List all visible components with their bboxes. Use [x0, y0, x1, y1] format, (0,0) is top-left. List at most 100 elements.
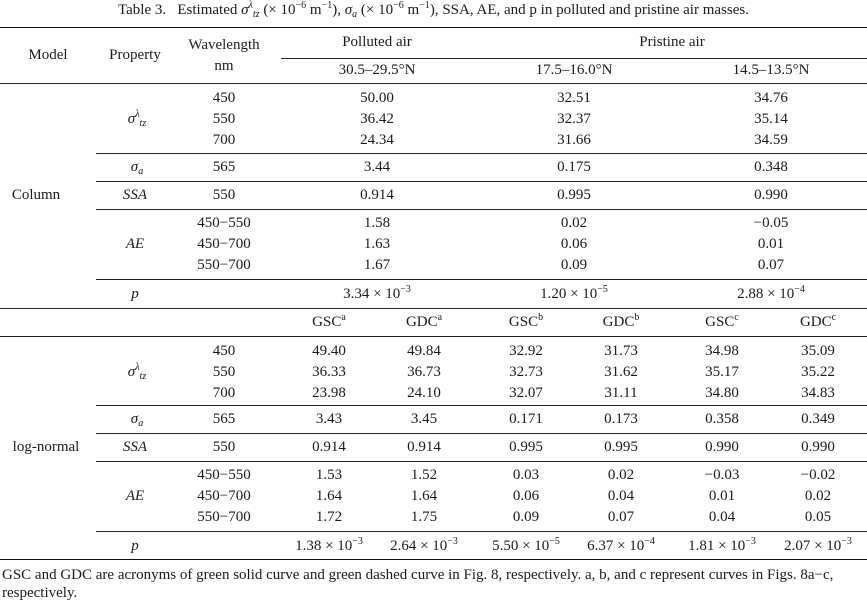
ln-ae-val: 0.02 [804, 488, 832, 504]
caption-sigma-tz: σλtz [241, 0, 260, 20]
rule-col-end [0, 308, 867, 309]
rule-header-bottom [0, 83, 867, 84]
col-ae-val: −0.05 [753, 215, 789, 231]
sub-header-gsc: GSCa [312, 312, 346, 331]
header-lat-3: 14.5–13.5°N [732, 62, 810, 78]
caption-text-pre: Estimated [177, 2, 238, 18]
ln-ae-val: 1.64 [315, 488, 343, 504]
rule-pristine [477, 58, 867, 59]
col-sigma-val: 50.00 [360, 90, 394, 106]
header-pristine: Pristine air [639, 34, 705, 50]
ln-ae-val: 1.53 [315, 467, 343, 483]
ln-sigma-val: 49.84 [407, 343, 441, 359]
sub-header-gsc: GSCb [508, 312, 544, 331]
ln-sigma-val: 36.33 [312, 364, 346, 380]
sub-header-gdc: GDCa [405, 312, 443, 331]
col-ssa-val: 0.914 [360, 187, 394, 203]
ln-ssa-val: 0.995 [509, 439, 543, 455]
ln-ssa-symbol: SSA [122, 439, 148, 455]
col-ae-val: 1.58 [363, 215, 391, 231]
header-model: Model [28, 47, 68, 63]
ln-ae-val: 1.52 [410, 467, 438, 483]
rule-ln-4 [96, 531, 867, 532]
ln-ae-val: 0.07 [607, 509, 635, 525]
ln-sigma-val: 35.17 [705, 364, 739, 380]
header-wavelength: Wavelength [188, 37, 260, 53]
col-sa-val: 0.175 [557, 159, 591, 175]
col-sa-val: 3.44 [363, 159, 391, 175]
col-p-symbol: p [131, 286, 139, 302]
ln-sigma-val: 34.80 [705, 385, 739, 401]
ln-p-val: 1.38 × 10−3 [295, 536, 363, 555]
ln-ae-val: 1.64 [410, 488, 438, 504]
model-lognormal: log-normal [12, 439, 80, 455]
rule-col-1 [96, 153, 867, 154]
col-ae-val: 1.63 [363, 236, 391, 252]
rule-ln-2 [96, 433, 867, 434]
col-sigma-val: 32.51 [557, 90, 591, 106]
col-sigma-wl-1: 450 [212, 90, 236, 106]
col-sigma-wl-3: 700 [212, 132, 236, 148]
ln-sigma-tz-symbol: σλtz [127, 362, 147, 382]
ln-sigma-val: 31.11 [604, 385, 638, 401]
ln-sigma-wl-3: 700 [212, 385, 236, 401]
col-ae-wl-3: 550−700 [197, 257, 251, 273]
ln-ssa-val: 0.914 [312, 439, 346, 455]
sub-header-gdc: GDCc [799, 312, 837, 331]
header-polluted: Polluted air [342, 34, 412, 50]
rule-top [0, 27, 867, 28]
ln-sa-val: 0.349 [801, 411, 835, 427]
ln-sigma-val: 49.40 [312, 343, 346, 359]
col-sigma-val: 35.14 [754, 111, 788, 127]
ln-ae-wl-3: 550−700 [197, 509, 251, 525]
ln-sa-val: 3.45 [410, 411, 438, 427]
ln-ae-val: 0.04 [708, 509, 736, 525]
col-p-val: 1.20 × 10−5 [540, 284, 608, 303]
col-ssa-symbol: SSA [122, 187, 148, 203]
ln-p-val: 2.07 × 10−3 [784, 536, 852, 555]
rule-sub-header [0, 336, 867, 337]
ln-sigma-a-symbol: σa [130, 411, 144, 429]
col-ae-val: 0.01 [757, 236, 785, 252]
rule-bottom [0, 559, 867, 560]
ln-p-val: 5.50 × 10−5 [492, 536, 560, 555]
ln-sigma-val: 34.83 [801, 385, 835, 401]
ln-ae-val: 0.09 [512, 509, 540, 525]
ln-sigma-val: 32.73 [509, 364, 543, 380]
rule-polluted [281, 58, 477, 59]
col-sa-wl: 565 [212, 159, 236, 175]
col-sigma-val: 32.37 [557, 111, 591, 127]
ln-sigma-val: 32.92 [509, 343, 543, 359]
sub-header-gdc: GDCb [602, 312, 640, 331]
ln-ae-val: 0.01 [708, 488, 736, 504]
col-sigma-val: 34.76 [754, 90, 788, 106]
ln-sigma-val: 32.07 [509, 385, 543, 401]
ln-sigma-val: 24.10 [407, 385, 441, 401]
ln-sigma-val: 31.62 [604, 364, 638, 380]
ln-sa-val: 0.171 [509, 411, 543, 427]
col-sigma-a-symbol: σa [130, 159, 144, 177]
col-ae-val: 0.06 [560, 236, 588, 252]
col-ae-val: 0.07 [757, 257, 785, 273]
ln-sa-wl: 565 [212, 411, 236, 427]
ln-ae-val: 0.02 [607, 467, 635, 483]
ln-p-val: 2.64 × 10−3 [390, 536, 458, 555]
header-lat-2: 17.5–16.0°N [535, 62, 613, 78]
col-ssa-wl: 550 [212, 187, 236, 203]
col-p-val: 2.88 × 10−4 [737, 284, 805, 303]
col-p-val: 3.34 × 10−3 [343, 284, 411, 303]
ln-sigma-val: 31.73 [604, 343, 638, 359]
rule-col-3 [96, 209, 867, 210]
ln-ssa-wl: 550 [212, 439, 236, 455]
col-ssa-val: 0.995 [557, 187, 591, 203]
ln-ae-wl-1: 450−550 [197, 467, 251, 483]
col-sigma-val: 24.34 [360, 132, 394, 148]
col-sigma-val: 36.42 [360, 111, 394, 127]
col-ssa-val: 0.990 [754, 187, 788, 203]
ln-sigma-wl-1: 450 [212, 343, 236, 359]
ln-ae-val: 0.03 [512, 467, 540, 483]
caption-sigma-a: σa [344, 2, 358, 20]
col-sigma-val: 31.66 [557, 132, 591, 148]
col-ae-wl-2: 450−700 [197, 236, 251, 252]
sub-header-gsc: GSCc [705, 312, 739, 331]
